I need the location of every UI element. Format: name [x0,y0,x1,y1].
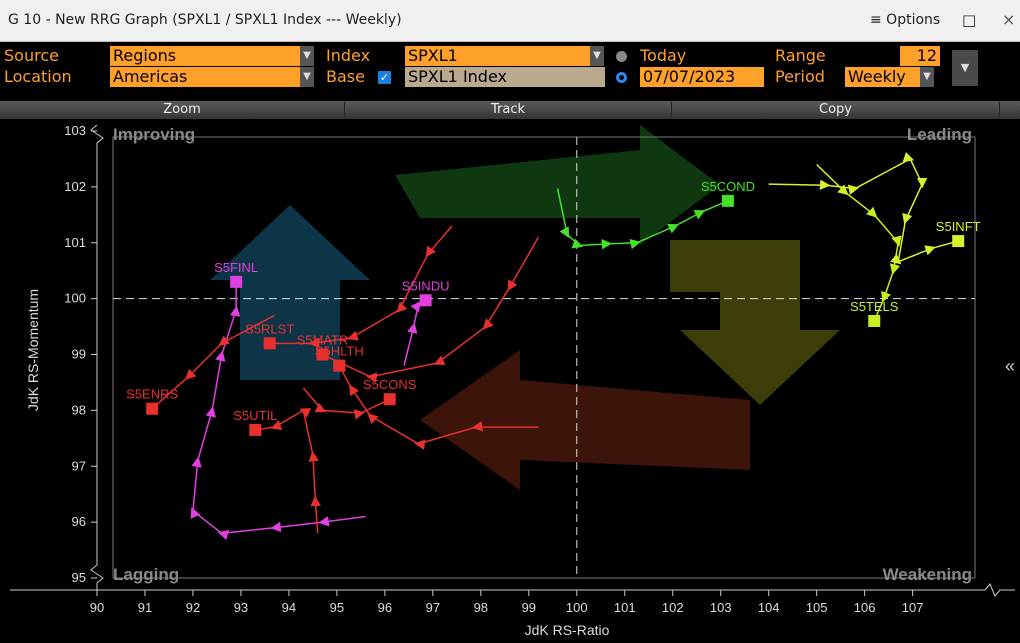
trail [255,410,317,533]
x-tick-label: 103 [710,600,732,615]
axis-break [985,584,1015,596]
x-tick-label: 90 [90,600,104,615]
quadrant-label: Leading [907,125,972,144]
end-marker [722,195,734,207]
x-tick-label: 107 [902,600,924,615]
y-tick-label: 97 [72,458,86,473]
x-tick-label: 98 [474,600,488,615]
y-tick-label: 103 [64,123,86,138]
rrg-window: G 10 - New RRG Graph (SPXL1 / SPXL1 Inde… [0,0,1020,643]
series-label: S5CONS [363,377,417,392]
end-marker [249,424,261,436]
y-tick-label: 100 [64,291,86,306]
series-label: S5INFT [936,219,981,234]
quadrant-label: Weakening [883,565,972,584]
x-tick-label: 101 [614,600,636,615]
end-marker [264,337,276,349]
x-tick-label: 95 [330,600,344,615]
end-marker [333,360,345,372]
side-panel-toggle[interactable]: « [1005,356,1015,376]
end-marker [230,276,242,288]
lagging-arrow [420,350,750,490]
y-tick-label: 98 [72,402,86,417]
x-tick-label: 93 [234,600,248,615]
x-tick-label: 91 [138,600,152,615]
y-tick-label: 102 [64,179,86,194]
y-tick-label: 99 [72,347,86,362]
weakening-arrow [670,240,840,405]
axis-break [91,125,103,150]
series-label: S5ENRS [126,387,178,402]
x-tick-label: 102 [662,600,684,615]
series-label: S5FINL [214,260,258,275]
end-marker [384,393,396,405]
y-tick-label: 96 [72,514,86,529]
series-label: S5HLTH [315,344,364,359]
x-tick-label: 105 [806,600,828,615]
y-axis-title: JdK RS-Momentum [25,289,41,411]
end-marker [420,294,432,306]
y-tick-label: 95 [72,570,86,585]
series-label: S5INDU [402,278,450,293]
x-tick-label: 92 [186,600,200,615]
x-tick-label: 106 [854,600,876,615]
x-axis-title: JdK RS-Ratio [525,622,610,638]
end-marker [146,403,158,415]
series-label: S5UTIL [233,408,277,423]
x-tick-label: 99 [522,600,536,615]
quadrant-label: Lagging [113,565,179,584]
end-marker [952,235,964,247]
x-tick-label: 104 [758,600,780,615]
x-tick-label: 97 [426,600,440,615]
series-label: S5COND [701,179,755,194]
trail [404,300,426,365]
x-tick-label: 94 [282,600,296,615]
series-label: S5TELS [850,299,899,314]
y-tick-label: 101 [64,235,86,250]
end-marker [868,315,880,327]
x-tick-label: 96 [378,600,392,615]
x-tick-label: 100 [566,600,588,615]
quadrant-label: Improving [113,125,195,144]
rrg-chart: Improving Leading Lagging Weakening 90 91 92 93… [0,0,1020,643]
series-label: S5RLST [245,321,294,336]
